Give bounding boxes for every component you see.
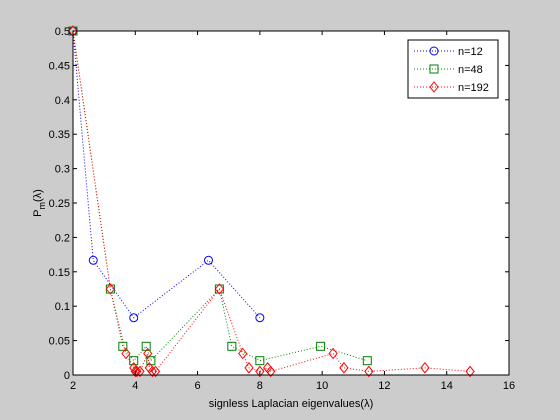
y-tick-label: 0.35 — [49, 129, 70, 141]
y-tick-label: 0.1 — [55, 301, 70, 313]
y-tick-label: 0.15 — [49, 267, 70, 279]
data-point-diamond — [465, 365, 475, 378]
data-point-diamond — [135, 365, 145, 378]
series-line — [72, 30, 261, 319]
x-axis-label: signless Laplacian eigenvalues(λ) — [209, 398, 373, 410]
y-axis-label-main: P — [32, 209, 44, 216]
y-tick-label: 0.3 — [55, 164, 70, 176]
x-tick-label: 6 — [195, 380, 201, 392]
x-tick-label: 12 — [378, 380, 390, 392]
x-tick-label: 8 — [257, 380, 263, 392]
x-tick-label: 10 — [316, 380, 328, 392]
legend: n=12 n=48 n=192 — [407, 39, 499, 99]
data-point-diamond — [339, 362, 349, 374]
axes: 2 4 6 8 10 12 14 16 0 0.05 0.1 0.15 0.2 0.25 0.3 0.35 0.… — [49, 26, 516, 392]
legend-marker — [429, 81, 439, 93]
y-tick-label: 0.45 — [49, 60, 70, 72]
y-tick-label: 0.05 — [49, 336, 70, 348]
y-tick-label: 0.25 — [49, 198, 70, 210]
data-point-square — [362, 356, 372, 366]
legend-marker — [429, 46, 439, 56]
data-point-diamond — [266, 365, 276, 378]
data-point-diamond — [130, 365, 140, 378]
data-point-square — [227, 341, 237, 351]
legend-label: n=12 — [458, 46, 483, 58]
data-point-diamond — [244, 362, 254, 374]
data-point-diamond — [105, 283, 116, 295]
svg-text:Pm(λ): Pm(λ) — [32, 189, 47, 217]
data-point-diamond — [255, 365, 265, 378]
x-tick-label: 16 — [503, 380, 515, 392]
y-tick-label: 0.4 — [55, 95, 70, 107]
data-point-square — [129, 356, 139, 366]
x-tick-label: 14 — [441, 380, 453, 392]
data-point-diamond — [238, 347, 248, 360]
y-tick-label: 0 — [64, 370, 70, 382]
series-n=192 — [68, 25, 475, 378]
data-point-diamond — [420, 362, 430, 374]
y-tick-label: 0.5 — [55, 26, 70, 38]
legend-marker — [429, 64, 439, 74]
x-tick-label: 4 — [132, 380, 138, 392]
data-point-square — [316, 341, 326, 351]
data-point-circle — [88, 255, 98, 265]
data-point-diamond — [132, 365, 142, 378]
y-axis-label-subscript: m — [37, 202, 47, 210]
data-point-circle — [255, 313, 265, 323]
y-tick-label: 0.2 — [55, 232, 70, 244]
legend-label: n=48 — [458, 64, 483, 76]
data-point-circle — [129, 313, 139, 323]
data-point-circle — [203, 255, 213, 265]
y-axis-label: Pm(λ) — [32, 189, 47, 217]
data-point-diamond — [364, 365, 374, 378]
legend-label: n=192 — [458, 82, 489, 94]
data-point-diamond — [143, 347, 153, 360]
data-point-square — [255, 356, 265, 366]
data-point-diamond — [121, 347, 131, 360]
data-point-diamond — [328, 347, 338, 360]
data-point-diamond — [147, 365, 158, 378]
data-point-diamond — [214, 283, 225, 295]
y-axis-label-tail: (λ) — [32, 189, 44, 202]
data-point-diamond — [150, 365, 161, 378]
x-tick-label: 2 — [70, 380, 76, 392]
